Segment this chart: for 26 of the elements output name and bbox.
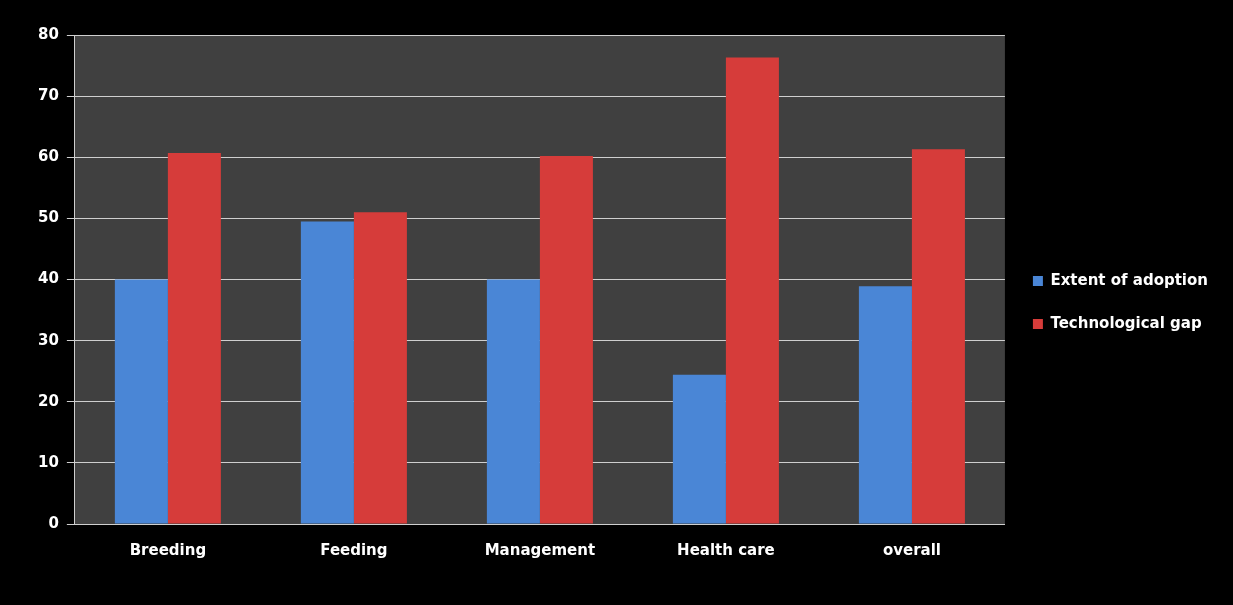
y-tick-label: 80: [38, 24, 59, 43]
y-tick-label: 20: [38, 391, 59, 410]
y-tick-label: 40: [38, 269, 59, 288]
bar: [672, 374, 726, 524]
legend-label: Technological gap: [1050, 313, 1202, 332]
y-tick-label: 70: [38, 86, 59, 105]
bar: [725, 57, 779, 524]
y-tick-label: 10: [38, 452, 59, 471]
bar: [167, 152, 221, 524]
legend-label: Extent of adoption: [1050, 270, 1209, 289]
x-tick-label: Health care: [677, 540, 775, 559]
x-tick-label: Breeding: [129, 540, 207, 559]
bar: [858, 286, 912, 524]
bar: [911, 149, 965, 524]
bar: [114, 279, 168, 524]
y-tick-label: 60: [38, 147, 59, 166]
y-tick-label: 0: [48, 513, 59, 532]
bar: [353, 212, 407, 524]
y-tick-label: 50: [38, 208, 59, 227]
bar: [539, 156, 593, 524]
y-tick-label: 30: [38, 330, 59, 349]
x-tick-label: Feeding: [320, 540, 388, 559]
x-tick-label: overall: [882, 540, 941, 559]
bar: [486, 279, 540, 524]
bar: [300, 221, 354, 524]
x-tick-label: Management: [484, 540, 596, 559]
